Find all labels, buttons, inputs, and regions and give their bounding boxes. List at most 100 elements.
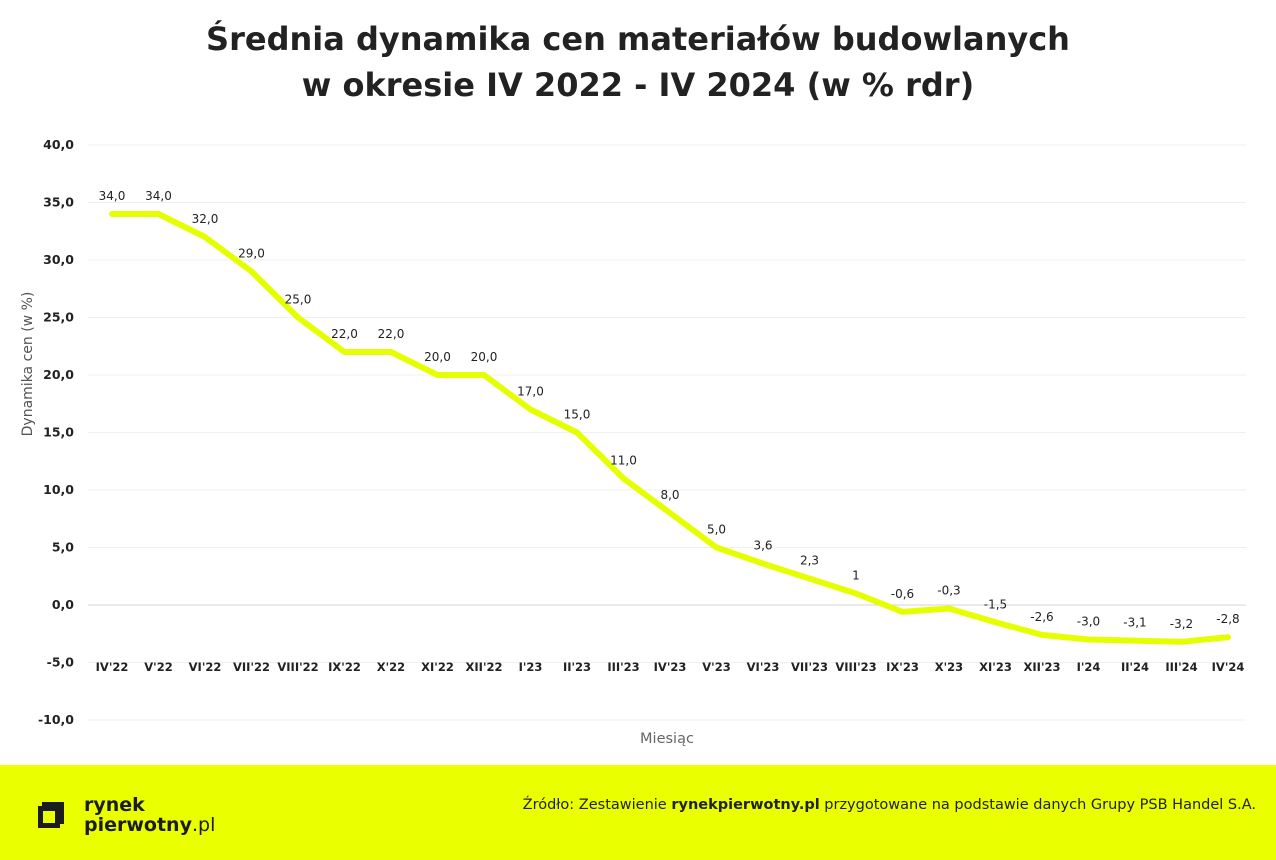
x-tick-label: VII'22 (233, 660, 270, 674)
logo-mark-icon (38, 802, 64, 828)
y-tick-label: 35,0 (43, 195, 74, 210)
data-point (1134, 640, 1136, 642)
x-tick-label: XI'22 (421, 660, 454, 674)
x-tick-label: II'24 (1121, 660, 1149, 674)
x-tick-label: III'24 (1165, 660, 1197, 674)
series-line (109, 211, 1231, 645)
x-axis-label: Miesiąc (640, 731, 694, 747)
data-point (1041, 634, 1043, 636)
data-label: 20,0 (471, 350, 498, 364)
source-suffix: przygotowane na podstawie danych Grupy P… (819, 797, 1256, 813)
data-point (995, 621, 996, 623)
data-label: -0,3 (937, 583, 960, 597)
data-point (762, 563, 764, 565)
grid-lines (88, 144, 1246, 721)
chart-title: Średnia dynamika cen materiałów budowlan… (0, 16, 1276, 108)
y-tick-label: -5,0 (47, 655, 75, 670)
x-tick-label: II'23 (563, 660, 591, 674)
data-label: -2,6 (1030, 610, 1053, 624)
x-tick-label: IV'22 (96, 660, 129, 674)
data-point (1088, 639, 1089, 640)
y-tick-label: 10,0 (43, 482, 74, 497)
data-point (530, 409, 531, 410)
logo-line-2: pierwotny.pl (84, 815, 215, 835)
data-point (251, 271, 252, 272)
x-tick-label: IV'23 (654, 660, 687, 674)
data-point (902, 611, 903, 613)
data-label: 8,0 (660, 488, 679, 502)
data-label: 1 (852, 569, 860, 583)
data-point (483, 374, 485, 376)
y-tick-label: 25,0 (43, 310, 74, 325)
x-tick-label: V'22 (144, 660, 172, 674)
x-tick-label: III'23 (607, 660, 639, 674)
source-prefix: Źródło: Zestawienie (522, 797, 672, 813)
x-tick-label: IX'23 (886, 660, 919, 674)
x-tick-label: X'22 (377, 660, 405, 674)
data-point (1181, 641, 1182, 643)
data-label: 29,0 (238, 247, 265, 261)
data-point (948, 607, 950, 609)
data-point (344, 351, 345, 353)
data-point (390, 351, 392, 353)
source-note: Źródło: Zestawienie rynekpierwotny.pl pr… (523, 797, 1256, 813)
source-link[interactable]: rynekpierwotny.pl (671, 797, 820, 813)
chart-title-line-2: w okresie IV 2022 - IV 2024 (w % rdr) (301, 66, 975, 104)
data-point (111, 213, 113, 215)
data-label: 22,0 (378, 327, 405, 341)
series-line-path (109, 211, 1231, 645)
line-chart: -10,0-5,00,05,010,015,020,025,030,035,04… (20, 137, 1246, 747)
data-point (204, 236, 206, 238)
x-tick-label: XII'23 (1024, 660, 1061, 674)
data-label: 5,0 (707, 523, 726, 537)
y-axis-ticks: -10,0 -5,0 0,0 5,0 10,0 15,0 20,0 25,0 30,0 35,0 4… (38, 137, 74, 727)
brand-logo[interactable]: rynek pierwotny.pl (34, 793, 215, 837)
data-point (716, 547, 717, 548)
x-tick-label: I'23 (519, 660, 543, 674)
x-tick-label: VIII'22 (277, 660, 318, 674)
data-label: -3,0 (1077, 615, 1100, 629)
y-tick-label: 0,0 (52, 597, 74, 612)
chart-title-line-1: Średnia dynamika cen materiałów budowlan… (206, 20, 1070, 58)
data-label: -3,1 (1123, 616, 1146, 630)
data-label: -1,5 (984, 597, 1007, 611)
footer-banner: rynek pierwotny.pl Źródło: Zestawienie r… (0, 765, 1276, 860)
y-tick-label: 30,0 (43, 252, 74, 267)
data-label: 20,0 (424, 350, 451, 364)
y-tick-label: 40,0 (43, 137, 74, 152)
data-point (669, 512, 671, 514)
data-label: -0,6 (891, 587, 914, 601)
data-label: -3,2 (1170, 617, 1193, 631)
y-axis-label: Dynamika cen (w %) (20, 292, 36, 437)
data-labels: 34,0 34,0 32,0 29,0 25,0 22,0 22,0 20,0 20,0 17,0… (99, 189, 1240, 631)
logo-line-1: rynek (84, 794, 145, 816)
data-point (623, 478, 624, 479)
x-tick-label: VIII'23 (835, 660, 876, 674)
x-axis-ticks: IV'22 V'22 VI'22 VII'22 VIII'22 IX'22 X'22 XI'2… (96, 660, 1245, 674)
data-point (1227, 636, 1229, 638)
logo-line-2-text: pierwotny (84, 814, 192, 836)
data-point (297, 317, 299, 318)
data-label: 15,0 (564, 408, 591, 422)
data-label: 17,0 (517, 385, 544, 399)
y-tick-label: 15,0 (43, 425, 74, 440)
data-label: 2,3 (800, 554, 819, 568)
logo-wordmark: rynek pierwotny.pl (84, 795, 215, 835)
x-tick-label: V'23 (702, 660, 730, 674)
logo-suffix: .pl (191, 814, 216, 836)
y-tick-label: 20,0 (43, 367, 74, 382)
data-label: 3,6 (753, 539, 772, 553)
x-tick-label: X'23 (935, 660, 963, 674)
data-point (437, 374, 438, 376)
x-tick-label: IX'22 (328, 660, 361, 674)
data-label: 22,0 (331, 327, 358, 341)
data-point (855, 593, 857, 594)
data-point (158, 213, 159, 215)
data-label: -2,8 (1216, 612, 1239, 626)
data-label: 34,0 (145, 189, 172, 203)
x-tick-label: VI'23 (747, 660, 780, 674)
x-tick-label: I'24 (1077, 660, 1101, 674)
x-tick-label: VII'23 (791, 660, 828, 674)
data-label: 11,0 (610, 454, 637, 468)
data-label: 32,0 (192, 212, 219, 226)
